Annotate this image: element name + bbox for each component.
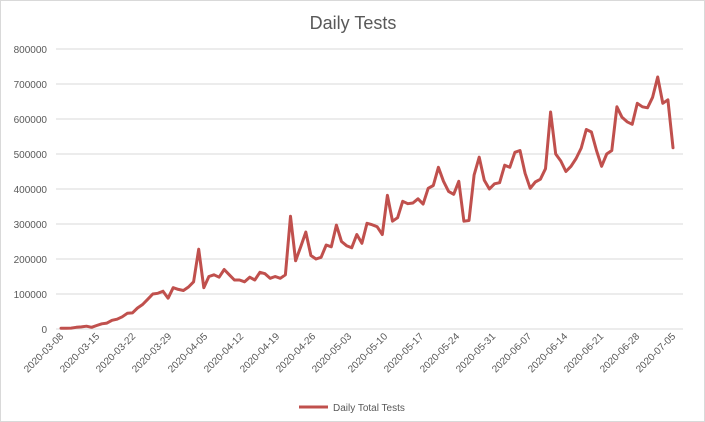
series-line-daily-total-tests [59,75,675,330]
y-tick-label: 800000 [14,45,48,56]
gridlines [56,48,683,330]
y-axis-ticks: 0 100000 200000 300000 400000 500000 600000 700… [14,45,48,336]
legend-label: Daily Total Tests [333,403,405,414]
x-axis-ticks: 2020-03-082020-03-152020-03-222020-03-29… [22,331,678,375]
legend: Daily Total Tests [299,403,405,414]
y-tick-label: 400000 [14,185,48,196]
y-tick-label: 300000 [14,220,48,231]
series-layer [59,75,675,330]
y-tick-label: 0 [41,325,47,336]
y-tick-label: 100000 [14,290,48,301]
chart-title: Daily Tests [310,13,397,33]
y-tick-label: 200000 [14,255,48,266]
y-tick-label: 500000 [14,150,48,161]
y-tick-label: 600000 [14,115,48,126]
x-tick-label: 2020-07-05 [634,331,678,375]
y-tick-label: 700000 [14,80,48,91]
